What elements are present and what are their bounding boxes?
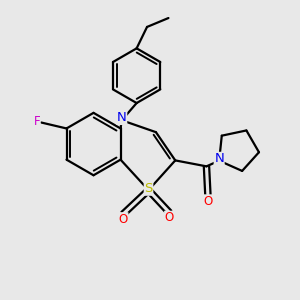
- Text: S: S: [144, 182, 153, 195]
- Text: O: O: [165, 211, 174, 224]
- Text: F: F: [34, 116, 40, 128]
- Text: O: O: [203, 195, 213, 208]
- Text: N: N: [214, 152, 224, 165]
- Text: N: N: [117, 111, 127, 124]
- Text: O: O: [118, 213, 128, 226]
